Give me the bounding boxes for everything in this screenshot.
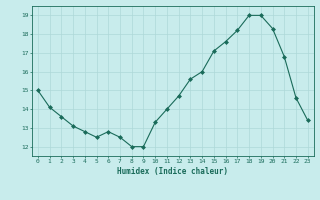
X-axis label: Humidex (Indice chaleur): Humidex (Indice chaleur) <box>117 167 228 176</box>
